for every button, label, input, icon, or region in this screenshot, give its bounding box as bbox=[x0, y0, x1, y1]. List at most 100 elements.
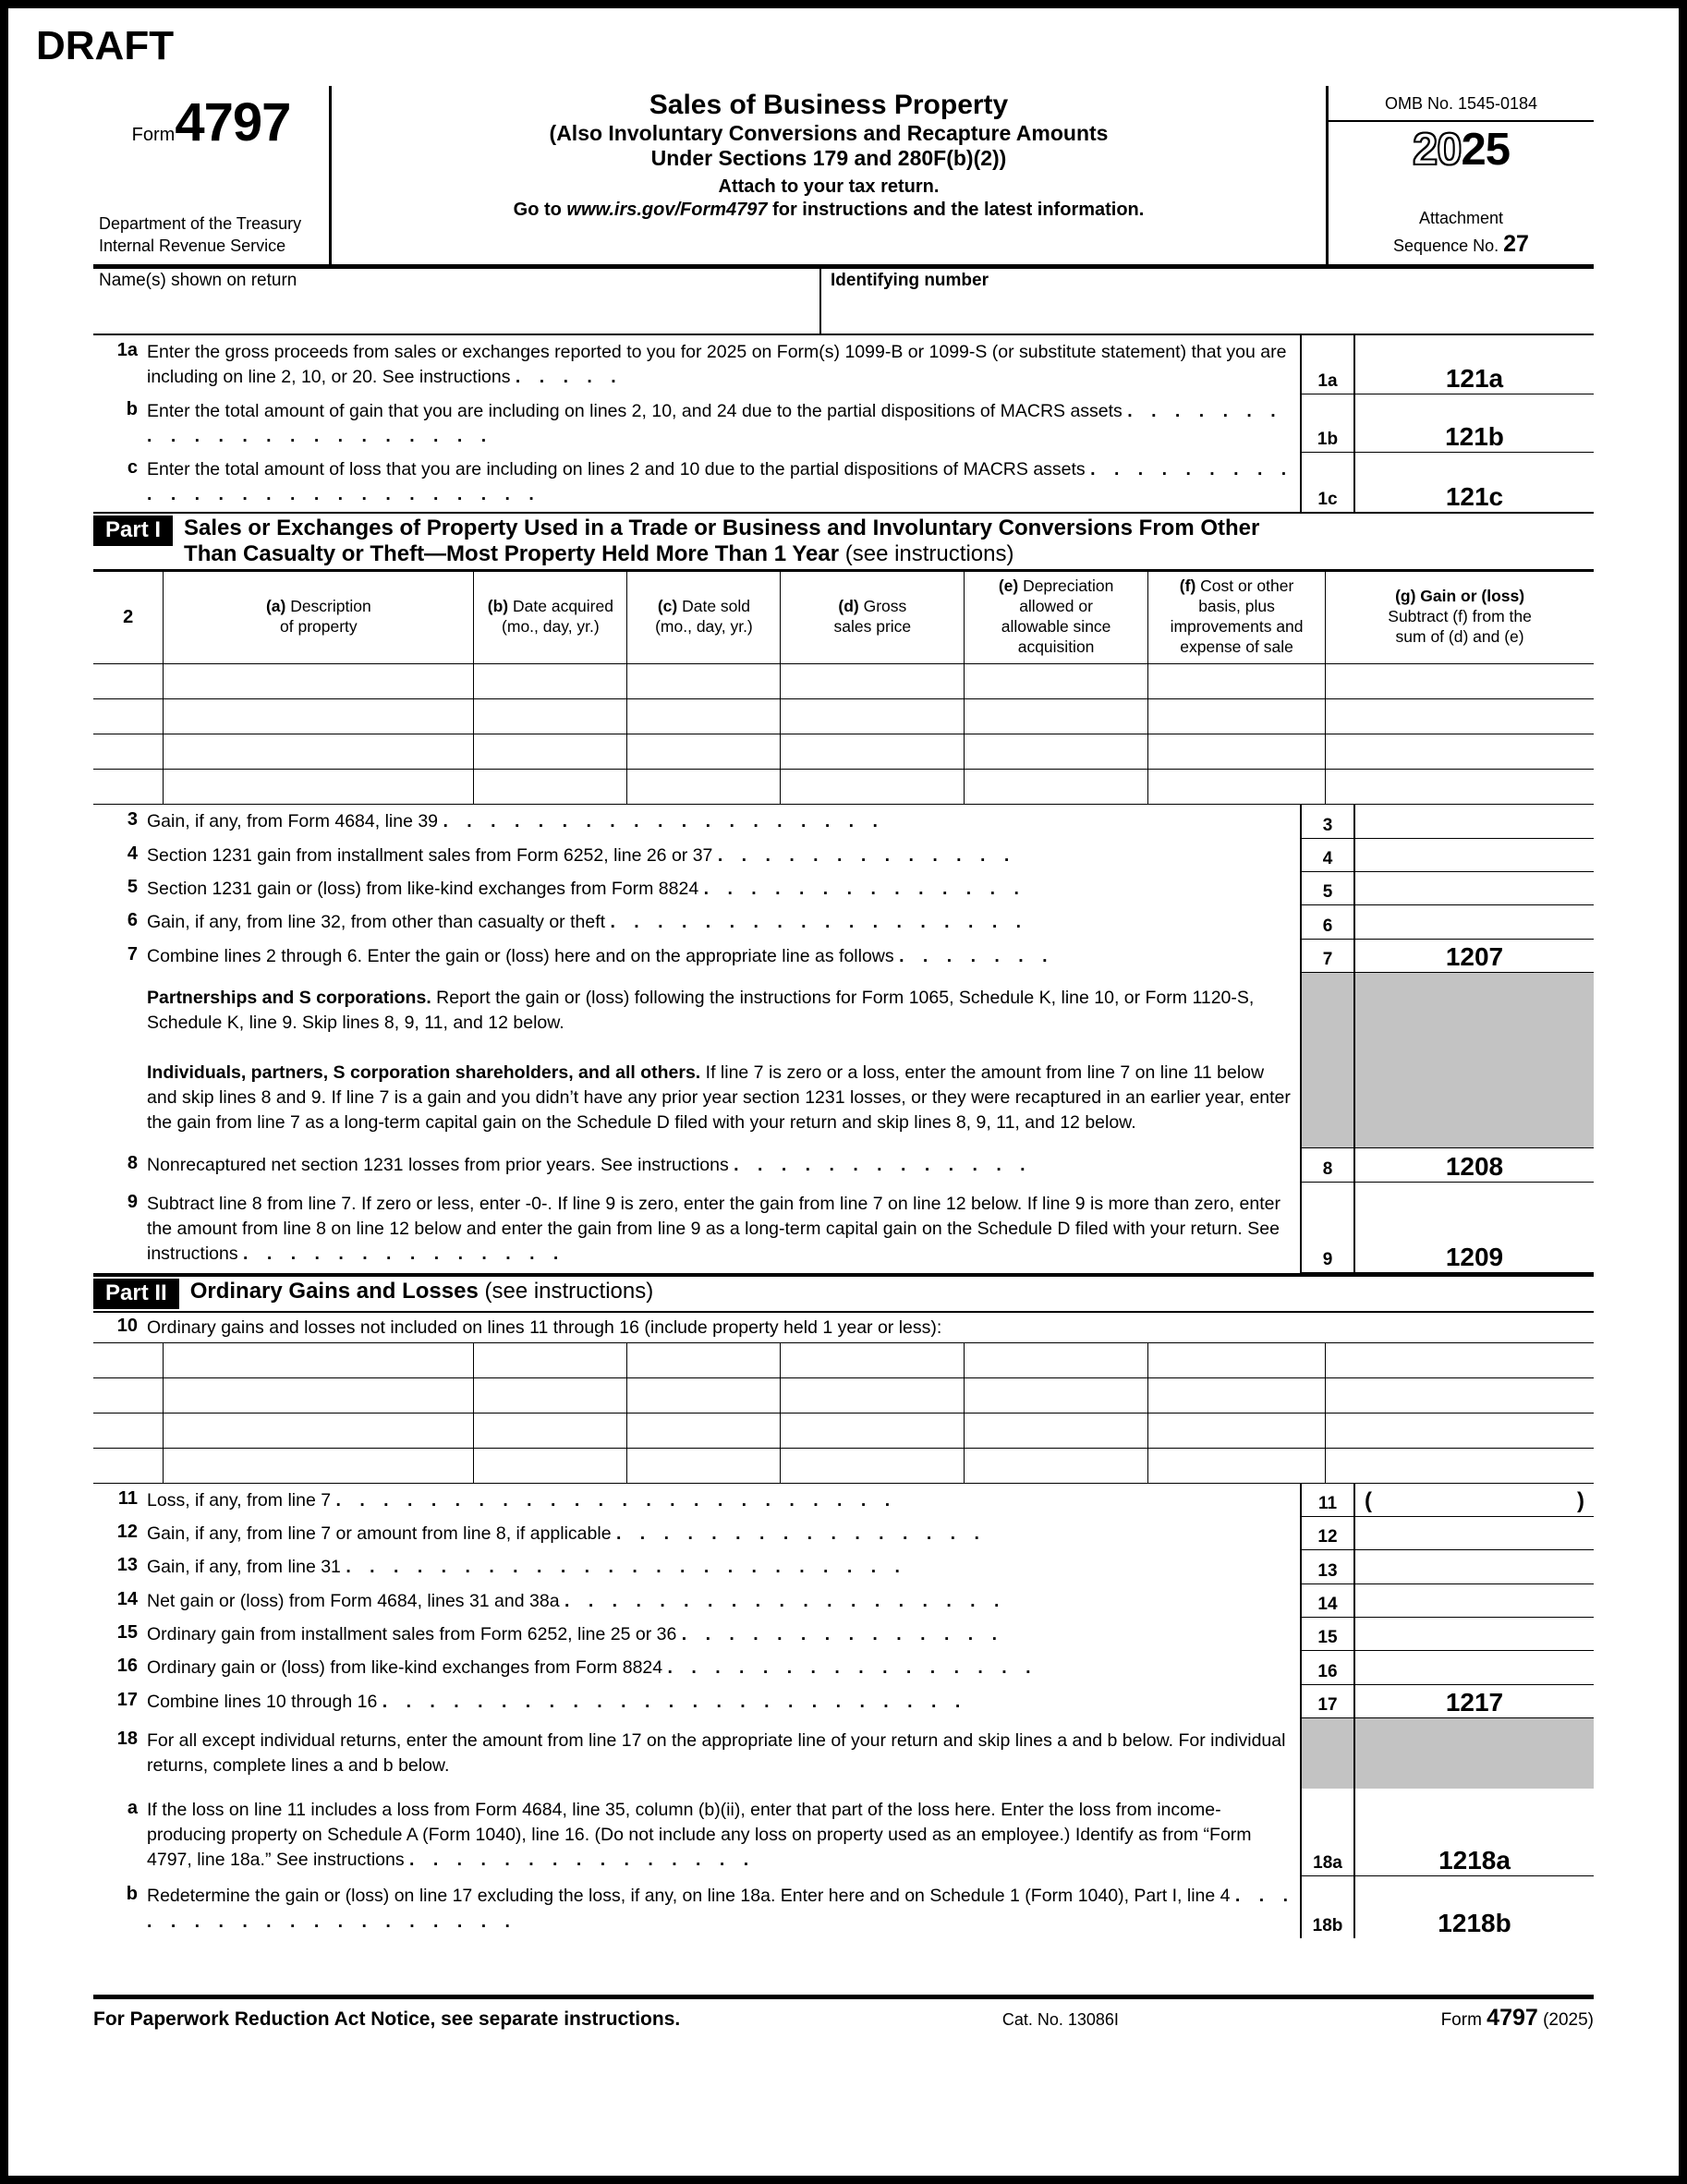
line-13-value[interactable] bbox=[1353, 1550, 1594, 1584]
entry-cell-e[interactable] bbox=[964, 734, 1148, 770]
entry-line-number bbox=[93, 698, 164, 735]
entry-cell-g[interactable] bbox=[1325, 769, 1594, 806]
entry-cell-g[interactable] bbox=[1325, 1341, 1594, 1378]
entry-cell-b[interactable] bbox=[473, 734, 628, 770]
line-11-value[interactable]: () bbox=[1353, 1483, 1594, 1518]
identifying-number-field[interactable]: Identifying number bbox=[819, 269, 1594, 334]
line-15-value[interactable] bbox=[1353, 1618, 1594, 1652]
entry-cell-c[interactable] bbox=[626, 663, 782, 700]
line-1b-value[interactable]: 121b bbox=[1353, 394, 1594, 454]
entry-cell-c[interactable] bbox=[626, 734, 782, 770]
entry-cell-a[interactable] bbox=[163, 1377, 475, 1414]
entry-cell-f[interactable] bbox=[1147, 1377, 1327, 1414]
draft-watermark: DRAFT bbox=[36, 23, 175, 68]
spacer bbox=[93, 986, 147, 1135]
line-12-value[interactable] bbox=[1353, 1517, 1594, 1551]
entry-cell-f[interactable] bbox=[1147, 698, 1327, 735]
line-5-text: Section 1231 gain or (loss) from like-ki… bbox=[147, 877, 1300, 902]
entry-cell-c[interactable] bbox=[626, 698, 782, 735]
part-1-entry-row[interactable] bbox=[93, 769, 1594, 806]
column-header-d: (d) Gross sales price bbox=[780, 570, 965, 665]
entry-cell-f[interactable] bbox=[1147, 1341, 1327, 1378]
entry-cell-b[interactable] bbox=[473, 1341, 628, 1378]
entry-cell-f[interactable] bbox=[1147, 663, 1327, 700]
entry-cell-e[interactable] bbox=[964, 663, 1148, 700]
entry-cell-c[interactable] bbox=[626, 1341, 782, 1378]
line-18b-value[interactable]: 1218b bbox=[1353, 1876, 1594, 1939]
entry-cell-e[interactable] bbox=[964, 1377, 1148, 1414]
line-14-value[interactable] bbox=[1353, 1583, 1594, 1619]
entry-cell-g[interactable] bbox=[1325, 1377, 1594, 1414]
entry-cell-d[interactable] bbox=[780, 769, 965, 806]
entry-cell-c[interactable] bbox=[626, 769, 782, 806]
column-f-l1: Cost or other bbox=[1195, 576, 1294, 595]
line-8-value[interactable]: 1208 bbox=[1353, 1148, 1594, 1183]
part-2-entry-row[interactable] bbox=[93, 1412, 1594, 1449]
entry-cell-a[interactable] bbox=[163, 734, 475, 770]
goto-url[interactable]: www.irs.gov/Form4797 bbox=[566, 200, 768, 221]
entry-cell-f[interactable] bbox=[1147, 734, 1327, 770]
entry-cell-f[interactable] bbox=[1147, 1412, 1327, 1449]
entry-cell-f[interactable] bbox=[1147, 1447, 1327, 1484]
entry-cell-b[interactable] bbox=[473, 1447, 628, 1484]
part-2-entry-row[interactable] bbox=[93, 1377, 1594, 1414]
entry-cell-e[interactable] bbox=[964, 1447, 1148, 1484]
line-4-value[interactable] bbox=[1353, 838, 1594, 873]
entry-cell-b[interactable] bbox=[473, 1377, 628, 1414]
entry-cell-e[interactable] bbox=[964, 1341, 1148, 1378]
part-2-entry-row[interactable] bbox=[93, 1341, 1594, 1378]
line-1c-value[interactable]: 121c bbox=[1353, 453, 1594, 512]
entry-cell-g[interactable] bbox=[1325, 698, 1594, 735]
part-1-entry-row[interactable] bbox=[93, 663, 1594, 700]
entry-cell-g[interactable] bbox=[1325, 663, 1594, 700]
entry-cell-d[interactable] bbox=[780, 663, 965, 700]
line-4-label: Section 1231 gain from installment sales… bbox=[147, 844, 713, 866]
entry-cell-c[interactable] bbox=[626, 1412, 782, 1449]
entry-cell-d[interactable] bbox=[780, 1341, 965, 1378]
entry-cell-d[interactable] bbox=[780, 1412, 965, 1449]
entry-cell-d[interactable] bbox=[780, 698, 965, 735]
entry-cell-d[interactable] bbox=[780, 734, 965, 770]
line-18a-value[interactable]: 1218a bbox=[1353, 1788, 1594, 1877]
entry-cell-d[interactable] bbox=[780, 1447, 965, 1484]
part-1-entry-row[interactable] bbox=[93, 698, 1594, 735]
line-17-value[interactable]: 1217 bbox=[1353, 1684, 1594, 1718]
entry-cell-a[interactable] bbox=[163, 769, 475, 806]
entry-cell-a[interactable] bbox=[163, 1447, 475, 1484]
entry-cell-g[interactable] bbox=[1325, 1447, 1594, 1484]
line-1b-box-number: 1b bbox=[1300, 394, 1353, 454]
leader-dots: . . . . . . . . . . . . . . . . . . . bbox=[564, 1590, 1006, 1611]
entry-cell-d[interactable] bbox=[780, 1377, 965, 1414]
entry-cell-a[interactable] bbox=[163, 1412, 475, 1449]
part-2-entry-row[interactable] bbox=[93, 1447, 1594, 1484]
entry-cell-f[interactable] bbox=[1147, 769, 1327, 806]
entry-cell-c[interactable] bbox=[626, 1447, 782, 1484]
entry-cell-a[interactable] bbox=[163, 663, 475, 700]
part-1-entry-row[interactable] bbox=[93, 734, 1594, 770]
line-6: 6 Gain, if any, from line 32, from other… bbox=[93, 905, 1594, 940]
line-6-value[interactable] bbox=[1353, 905, 1594, 940]
entry-cell-a[interactable] bbox=[163, 1341, 475, 1378]
entry-cell-b[interactable] bbox=[473, 698, 628, 735]
line-7-text: Combine lines 2 through 6. Enter the gai… bbox=[147, 944, 1300, 969]
line-1a-value[interactable]: 121a bbox=[1353, 335, 1594, 394]
entry-cell-g[interactable] bbox=[1325, 734, 1594, 770]
line-3-value[interactable] bbox=[1353, 805, 1594, 839]
entry-cell-c[interactable] bbox=[626, 1377, 782, 1414]
entry-cell-e[interactable] bbox=[964, 698, 1148, 735]
name-field[interactable]: Name(s) shown on return bbox=[93, 269, 819, 334]
entry-cell-b[interactable] bbox=[473, 663, 628, 700]
line-5-value[interactable] bbox=[1353, 872, 1594, 906]
line-16-value[interactable] bbox=[1353, 1651, 1594, 1685]
line-1b: b Enter the total amount of gain that yo… bbox=[93, 394, 1594, 454]
column-f-l3: improvements and bbox=[1170, 616, 1304, 636]
entry-cell-b[interactable] bbox=[473, 769, 628, 806]
line-9-value[interactable]: 1209 bbox=[1353, 1182, 1594, 1273]
line-18-text: For all except individual returns, enter… bbox=[147, 1729, 1286, 1777]
entry-cell-b[interactable] bbox=[473, 1412, 628, 1449]
entry-cell-g[interactable] bbox=[1325, 1412, 1594, 1449]
line-7-value[interactable]: 1207 bbox=[1353, 939, 1594, 973]
entry-cell-e[interactable] bbox=[964, 1412, 1148, 1449]
entry-cell-e[interactable] bbox=[964, 769, 1148, 806]
entry-cell-a[interactable] bbox=[163, 698, 475, 735]
